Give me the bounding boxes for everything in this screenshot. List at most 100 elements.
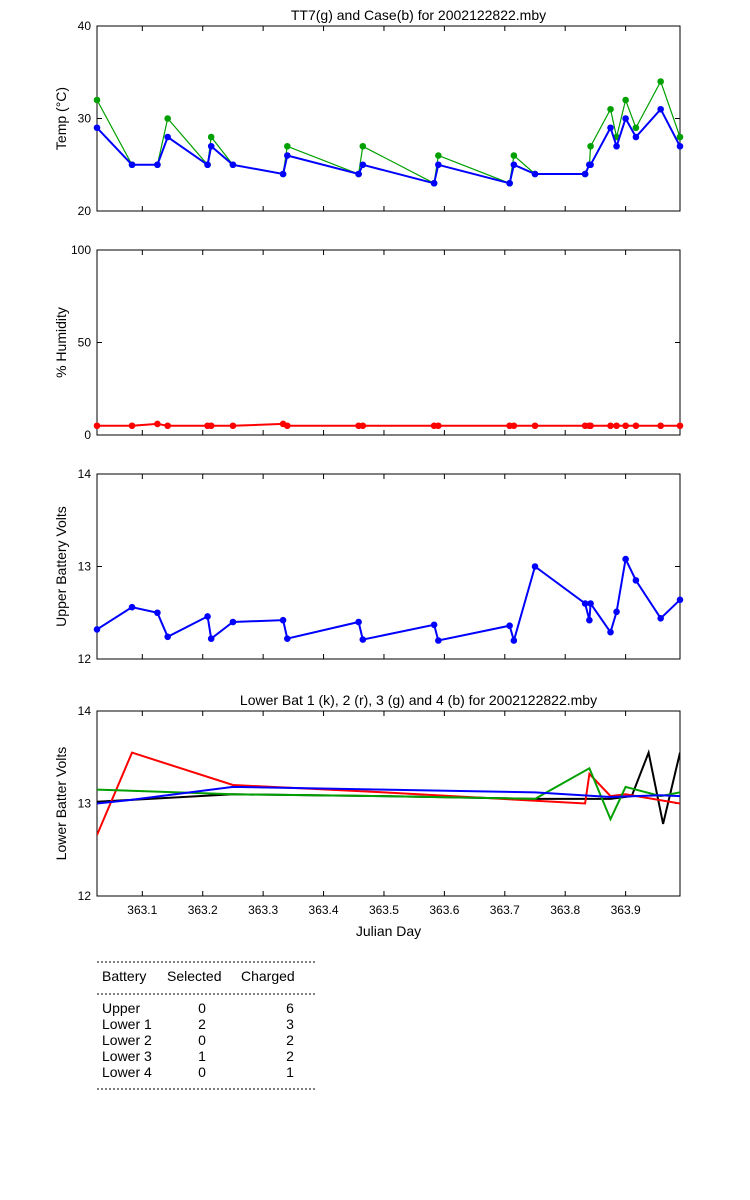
data-point xyxy=(207,635,215,642)
table-cell: Lower 1 xyxy=(102,1016,152,1032)
data-point xyxy=(622,115,629,122)
plot-frame xyxy=(96,473,681,660)
y-axis-label: Upper Battery Volts xyxy=(53,506,69,627)
data-point xyxy=(581,170,589,178)
y-axis-label: Lower Batter Volts xyxy=(53,747,69,861)
x-tick-label: 363.6 xyxy=(429,903,459,917)
data-point xyxy=(154,609,161,617)
chart-panel-1: 20 30 40 TT7(g) and Case(b) for 2002122822.… xyxy=(53,7,684,218)
data-point xyxy=(510,152,518,159)
data-point xyxy=(284,635,291,642)
data-point xyxy=(154,420,161,428)
data-point xyxy=(229,161,237,169)
series-line xyxy=(97,751,680,836)
data-point xyxy=(359,422,367,430)
y-tick-label: 14 xyxy=(78,467,92,481)
y-tick-label: 20 xyxy=(78,204,92,218)
data-point xyxy=(128,161,136,169)
y-axis-label: % Humidity xyxy=(53,307,69,378)
data-point xyxy=(510,637,518,644)
y-tick-label: 13 xyxy=(78,560,92,574)
x-tick-label: 363.2 xyxy=(188,903,218,917)
y-axis-label: Temp (°C) xyxy=(53,87,69,150)
data-point xyxy=(510,161,518,169)
plot-frame xyxy=(96,710,681,897)
x-tick-label: 363.5 xyxy=(369,903,399,917)
data-point xyxy=(164,115,171,122)
data-point xyxy=(506,179,513,187)
table-cell: 2 xyxy=(286,1048,294,1064)
data-point xyxy=(510,422,518,430)
data-point xyxy=(581,600,589,607)
chart-title: TT7(g) and Case(b) for 2002122822.mby xyxy=(291,7,546,23)
y-tick-label: 12 xyxy=(78,652,92,666)
chart-panel-3: 12 13 14 Upper Battery Volts xyxy=(53,467,684,666)
table-cell: 2 xyxy=(286,1032,294,1048)
data-point xyxy=(128,603,136,611)
data-point xyxy=(435,422,442,430)
table-cell: 3 xyxy=(286,1016,294,1032)
data-point xyxy=(204,613,211,620)
chart-title: Lower Bat 1 (k), 2 (r), 3 (g) and 4 (b) … xyxy=(240,692,597,708)
data-point xyxy=(632,422,640,430)
data-point xyxy=(587,161,594,169)
data-point xyxy=(284,142,291,150)
data-point xyxy=(207,142,215,150)
data-point xyxy=(435,152,442,159)
data-point xyxy=(632,133,640,141)
y-tick-label: 12 xyxy=(78,889,92,903)
data-point xyxy=(435,637,442,644)
data-point xyxy=(284,422,291,430)
data-point xyxy=(154,161,161,169)
series-line xyxy=(97,80,680,185)
x-tick-label: 363.3 xyxy=(248,903,278,917)
data-point xyxy=(93,124,101,132)
data-point xyxy=(204,161,211,169)
data-point xyxy=(93,626,101,633)
table-cell: 1 xyxy=(198,1048,206,1064)
data-point xyxy=(676,133,684,141)
data-point xyxy=(622,422,629,430)
data-point xyxy=(506,622,513,630)
plot-frame xyxy=(96,25,681,212)
data-point xyxy=(279,170,287,178)
series-line xyxy=(97,749,680,825)
data-point xyxy=(229,618,237,626)
data-point xyxy=(93,96,101,104)
data-point xyxy=(279,616,287,624)
chart-panel-4: 12 13 14 363.1 363.2 363.3 363.4 363.5 363.6 363.… xyxy=(53,692,681,939)
x-tick-label: 363.7 xyxy=(490,903,520,917)
x-tick-label: 363.9 xyxy=(611,903,641,917)
x-axis-label: Julian Day xyxy=(356,923,421,939)
data-point xyxy=(207,133,215,141)
data-point xyxy=(657,615,664,622)
y-tick-label: 50 xyxy=(78,336,92,350)
table-header-cell: Battery xyxy=(102,968,146,984)
x-tick-label: 363.4 xyxy=(309,903,339,917)
data-point xyxy=(587,142,594,150)
data-point xyxy=(164,633,171,641)
data-point xyxy=(164,133,171,141)
data-point xyxy=(164,422,171,430)
data-point xyxy=(531,170,539,178)
data-point xyxy=(622,555,629,563)
y-tick-label: 13 xyxy=(78,797,92,811)
data-point xyxy=(657,78,664,85)
data-point xyxy=(607,124,614,132)
table-header-cell: Charged xyxy=(241,968,295,984)
data-point xyxy=(607,105,614,113)
data-point xyxy=(676,142,684,150)
table-cell: 2 xyxy=(198,1016,206,1032)
data-point xyxy=(355,170,362,178)
data-point xyxy=(435,161,442,169)
data-point xyxy=(284,152,291,159)
table-cell: 1 xyxy=(286,1064,294,1080)
table-cell: 0 xyxy=(198,1032,206,1048)
data-point xyxy=(128,422,136,430)
data-point xyxy=(531,422,539,430)
x-tick-label: 363.8 xyxy=(550,903,580,917)
data-point xyxy=(430,179,438,187)
table-header-cell: Selected xyxy=(167,968,221,984)
data-point xyxy=(531,563,539,570)
data-point xyxy=(657,105,664,113)
